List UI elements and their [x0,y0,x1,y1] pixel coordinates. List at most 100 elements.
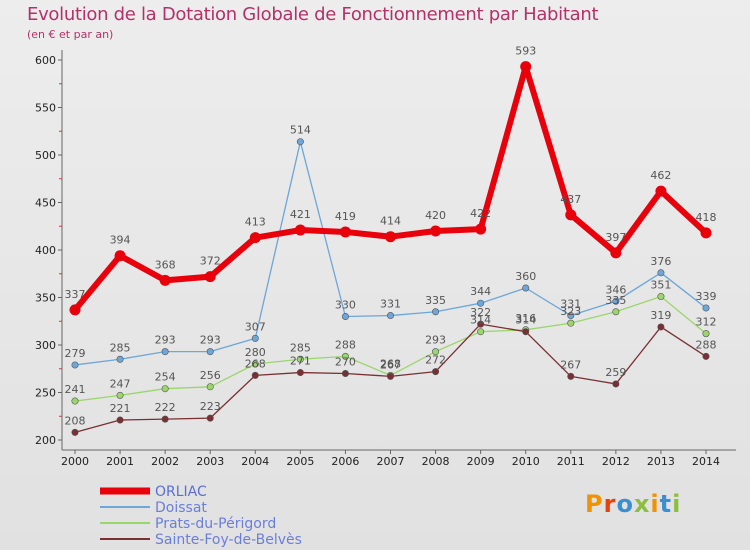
data-point [116,416,124,424]
data-point [612,308,620,316]
data-label: 462 [650,169,671,182]
chart-title: Evolution de la Dotation Globale de Fonc… [27,4,599,25]
data-label: 279 [65,347,86,360]
data-point [565,209,577,221]
data-label: 312 [696,316,717,329]
x-tick-label: 2013 [647,455,675,468]
data-label: 280 [245,346,266,359]
data-label: 247 [110,377,131,390]
data-point [69,304,81,316]
data-label: 394 [110,234,131,247]
data-label: 419 [335,210,356,223]
data-point [567,372,575,380]
data-label: 288 [696,338,717,351]
data-label: 314 [470,314,491,327]
data-label: 293 [425,334,446,347]
data-label: 323 [560,305,581,318]
data-label: 293 [155,334,176,347]
proxiti-logo: Proxiti [585,490,682,518]
data-point [296,369,304,377]
data-label: 346 [605,283,626,296]
data-label: 223 [200,400,221,413]
data-label: 593 [515,45,536,58]
data-point [251,360,259,368]
data-point [520,61,532,73]
x-tick-label: 2014 [692,455,720,468]
data-point [294,224,306,236]
data-label: 271 [290,355,311,368]
x-tick-label: 2009 [467,455,495,468]
data-point [610,247,622,259]
data-point [161,415,169,423]
data-label: 256 [200,369,221,382]
legend-label: Prats-du-Périgord [155,516,276,532]
data-label: 267 [560,358,581,371]
data-point [612,380,620,388]
data-label: 397 [605,231,626,244]
y-tick-label: 600 [35,54,56,67]
data-point [114,250,126,262]
data-point [657,323,665,331]
data-point [385,231,396,243]
x-tick-label: 2007 [377,455,405,468]
data-label: 372 [200,255,221,268]
data-point [116,355,124,363]
data-label: 259 [605,366,626,379]
data-point [657,269,665,277]
data-label: 254 [155,371,176,384]
y-tick-label: 250 [35,387,56,400]
data-point [522,284,530,292]
data-label: 376 [650,255,671,268]
data-label: 335 [605,294,626,307]
data-label: 335 [425,294,446,307]
data-labels: 337 394 368 372 413 421 419 414 420 422 593 437 397 4… [65,45,717,428]
data-label: 437 [560,193,581,206]
data-point [159,274,171,286]
x-tick-label: 2002 [151,455,179,468]
data-label: 422 [470,207,491,220]
data-label: 314 [515,314,536,327]
data-label: 293 [200,334,221,347]
y-tick-label: 300 [35,339,56,352]
x-tick-label: 2010 [512,455,540,468]
data-point [251,334,259,342]
x-tick-label: 2006 [331,455,359,468]
x-tick-label: 2005 [286,455,314,468]
x-tick-label: 2012 [602,455,630,468]
data-point [341,312,349,320]
data-point [477,328,485,336]
axes: 200 250 300 350 400 450 500 550 600 2000 2001 2002 2… [35,50,736,468]
data-point [339,226,351,238]
y-tick-label: 450 [35,197,56,210]
data-point [116,391,124,399]
x-tick-label: 2008 [422,455,450,468]
data-label: 337 [65,288,86,301]
data-label: 288 [335,338,356,351]
data-label: 514 [290,124,311,137]
x-tick-label: 2011 [557,455,585,468]
data-label: 344 [470,285,491,298]
x-tick-label: 2000 [61,455,89,468]
data-label: 285 [290,341,311,354]
x-tick-label: 2004 [241,455,269,468]
data-point [702,304,710,312]
legend-label: Doissat [155,500,207,516]
data-label: 222 [155,401,176,414]
data-label: 351 [650,279,671,292]
y-tick-label: 400 [35,244,56,257]
data-point [71,397,79,405]
data-point [432,348,440,356]
data-point [206,383,214,391]
data-point [522,328,530,336]
data-point [206,348,214,356]
data-label: 316 [515,312,536,325]
y-tick-label: 200 [35,434,56,447]
data-label: 272 [425,354,446,367]
data-label: 413 [245,216,266,229]
legend-label: ORLIAC [155,484,207,500]
legend-label: Sainte-Foy-de-Belvès [155,532,302,548]
series-line [72,63,709,312]
x-tick-label: 2003 [196,455,224,468]
data-point [430,225,442,237]
